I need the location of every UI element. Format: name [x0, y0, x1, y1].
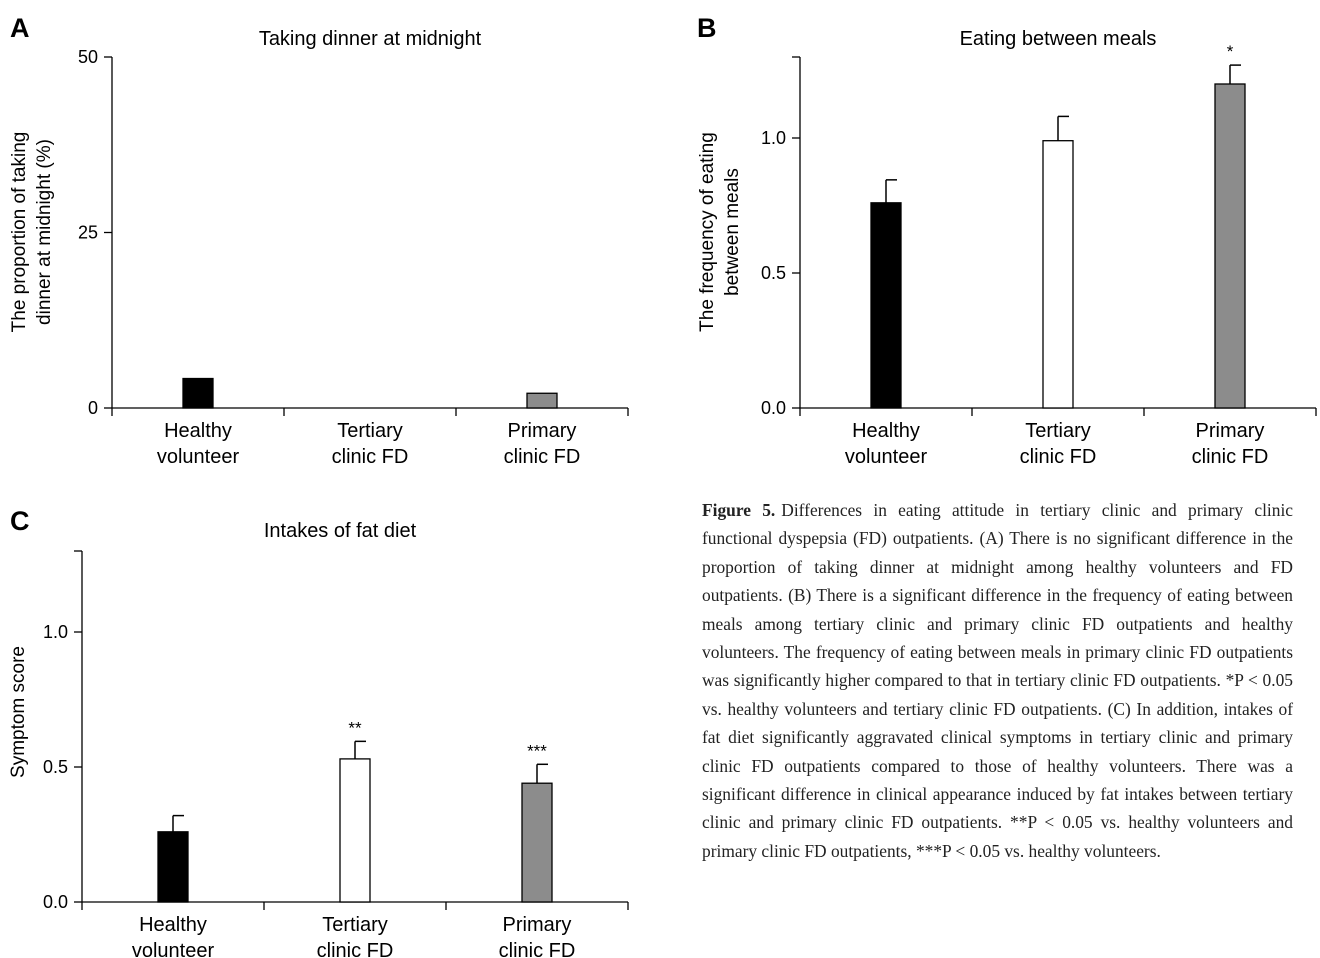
chart-title: Taking dinner at midnight: [259, 28, 482, 50]
bar-healthy: [870, 202, 902, 409]
bar-primary: [526, 392, 558, 409]
chart-title: Intakes of fat diet: [264, 520, 417, 542]
significance-mark: **: [348, 718, 362, 737]
bar-primary: [521, 782, 553, 903]
bar-tertiary: [1042, 140, 1074, 409]
bar-healthy: [182, 377, 214, 409]
y-axis-label: between meals: [722, 168, 743, 296]
panel-letter: C: [10, 506, 30, 536]
chart-title: Eating between meals: [960, 28, 1157, 50]
y-tick-label: 0.5: [43, 757, 68, 777]
y-tick-label: 0.0: [43, 892, 68, 912]
y-axis-label: The frequency of eating: [697, 132, 718, 332]
y-tick-label: 0.0: [761, 398, 786, 418]
bar-healthy: [157, 831, 189, 903]
chart-panel-b: B Eating between meals The frequency of ea…: [697, 13, 1317, 468]
significance-mark: ***: [527, 741, 547, 760]
x-category-label: Primary: [1196, 420, 1265, 442]
caption-label: Figure 5.: [702, 500, 776, 520]
y-tick-label: 1.0: [761, 128, 786, 148]
x-category-label: Tertiary: [1025, 420, 1091, 442]
bar-tertiary: [339, 758, 371, 903]
y-tick-label: 50: [78, 47, 98, 67]
y-tick-label: 0: [88, 398, 98, 418]
figure-caption: Figure 5. Differences in eating attitude …: [702, 496, 1293, 865]
x-category-label: Healthy: [164, 420, 232, 442]
caption-text: Differences in eating attitude in tertia…: [702, 500, 1293, 861]
x-category-label: volunteer: [845, 446, 928, 468]
panel-letter: A: [10, 13, 30, 43]
x-category-label: clinic FD: [1020, 446, 1097, 468]
x-category-label: clinic FD: [504, 446, 581, 468]
y-tick-label: 0.5: [761, 263, 786, 283]
panel-letter: B: [697, 13, 717, 43]
x-category-label: Healthy: [139, 914, 207, 936]
y-axis-label: dinner at midnight (%): [34, 139, 55, 325]
y-axis-label: Symptom score: [8, 646, 29, 778]
x-category-label: Healthy: [852, 420, 920, 442]
chart-panel-a: A Taking dinner at midnight The proportion…: [9, 13, 629, 468]
x-category-label: clinic FD: [1192, 446, 1269, 468]
x-category-label: clinic FD: [499, 940, 576, 958]
x-category-label: Tertiary: [337, 420, 403, 442]
chart-panel-c: C Intakes of fat diet Symptom score 0.0 0.5 1…: [8, 506, 629, 958]
x-category-label: Primary: [503, 914, 572, 936]
y-axis-label: The proportion of taking: [9, 132, 30, 333]
bar-primary: [1214, 83, 1246, 409]
x-category-label: Primary: [508, 420, 577, 442]
x-category-label: clinic FD: [332, 446, 409, 468]
x-category-label: clinic FD: [317, 940, 394, 958]
significance-mark: *: [1227, 42, 1234, 61]
y-tick-label: 25: [78, 223, 98, 243]
y-tick-label: 1.0: [43, 622, 68, 642]
x-category-label: volunteer: [132, 940, 215, 958]
x-category-label: volunteer: [157, 446, 240, 468]
x-category-label: Tertiary: [322, 914, 388, 936]
